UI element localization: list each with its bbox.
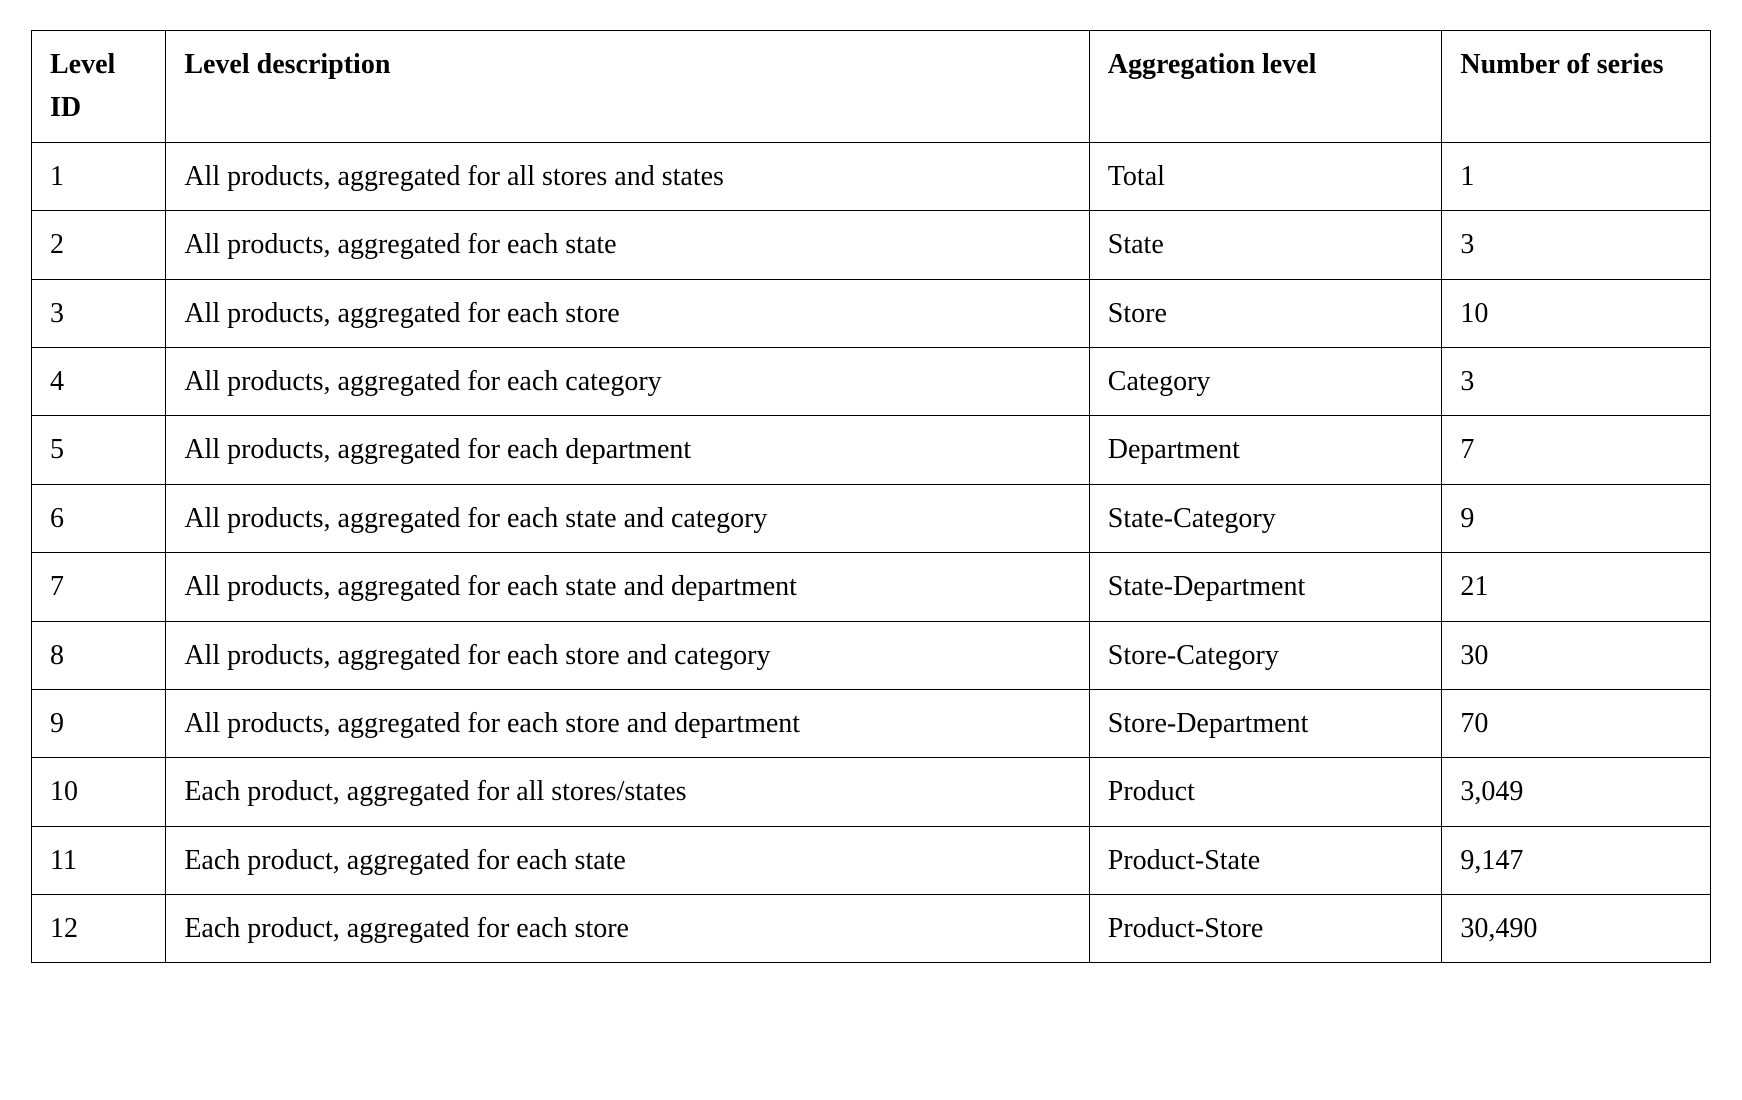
cell-level-id: 12 [32,895,166,963]
cell-num-series: 30,490 [1442,895,1711,963]
cell-level-id: 1 [32,142,166,210]
cell-agg-level: Product [1089,758,1442,826]
col-header-agg-level: Aggregation level [1089,31,1442,143]
cell-agg-level: Product-State [1089,826,1442,894]
cell-level-id: 3 [32,279,166,347]
table-row: 11 Each product, aggregated for each sta… [32,826,1711,894]
cell-level-desc: All products, aggregated for each state [166,211,1089,279]
col-header-level-desc: Level description [166,31,1089,143]
cell-level-id: 10 [32,758,166,826]
cell-level-desc: Each product, aggregated for all stores/… [166,758,1089,826]
cell-num-series: 3 [1442,211,1711,279]
cell-level-id: 5 [32,416,166,484]
cell-agg-level: Category [1089,347,1442,415]
table-row: 6 All products, aggregated for each stat… [32,484,1711,552]
cell-agg-level: Product-Store [1089,895,1442,963]
cell-num-series: 21 [1442,553,1711,621]
cell-level-id: 9 [32,689,166,757]
cell-agg-level: State [1089,211,1442,279]
cell-level-id: 2 [32,211,166,279]
cell-level-id: 8 [32,621,166,689]
table-header-row: Level ID Level description Aggregation l… [32,31,1711,143]
cell-level-desc: All products, aggregated for each store [166,279,1089,347]
col-header-level-id: Level ID [32,31,166,143]
cell-level-desc: Each product, aggregated for each store [166,895,1089,963]
cell-level-desc: Each product, aggregated for each state [166,826,1089,894]
col-header-num-series: Number of series [1442,31,1711,143]
cell-agg-level: Total [1089,142,1442,210]
table-row: 9 All products, aggregated for each stor… [32,689,1711,757]
table-row: 2 All products, aggregated for each stat… [32,211,1711,279]
cell-num-series: 1 [1442,142,1711,210]
table-row: 5 All products, aggregated for each depa… [32,416,1711,484]
cell-level-desc: All products, aggregated for each catego… [166,347,1089,415]
aggregation-levels-table: Level ID Level description Aggregation l… [31,30,1711,963]
cell-level-id: 11 [32,826,166,894]
cell-num-series: 9,147 [1442,826,1711,894]
cell-num-series: 3 [1442,347,1711,415]
table-row: 7 All products, aggregated for each stat… [32,553,1711,621]
table-row: 3 All products, aggregated for each stor… [32,279,1711,347]
table-row: 8 All products, aggregated for each stor… [32,621,1711,689]
cell-agg-level: State-Department [1089,553,1442,621]
cell-num-series: 10 [1442,279,1711,347]
table-row: 10 Each product, aggregated for all stor… [32,758,1711,826]
cell-level-desc: All products, aggregated for each state … [166,553,1089,621]
cell-num-series: 9 [1442,484,1711,552]
cell-level-desc: All products, aggregated for each state … [166,484,1089,552]
cell-num-series: 7 [1442,416,1711,484]
cell-level-id: 7 [32,553,166,621]
cell-level-desc: All products, aggregated for all stores … [166,142,1089,210]
table-row: 12 Each product, aggregated for each sto… [32,895,1711,963]
cell-num-series: 3,049 [1442,758,1711,826]
cell-level-desc: All products, aggregated for each depart… [166,416,1089,484]
cell-agg-level: Store [1089,279,1442,347]
cell-level-id: 4 [32,347,166,415]
cell-agg-level: Department [1089,416,1442,484]
cell-num-series: 70 [1442,689,1711,757]
table-row: 4 All products, aggregated for each cate… [32,347,1711,415]
cell-agg-level: Store-Category [1089,621,1442,689]
cell-agg-level: State-Category [1089,484,1442,552]
cell-num-series: 30 [1442,621,1711,689]
table-row: 1 All products, aggregated for all store… [32,142,1711,210]
cell-level-id: 6 [32,484,166,552]
cell-level-desc: All products, aggregated for each store … [166,689,1089,757]
cell-level-desc: All products, aggregated for each store … [166,621,1089,689]
cell-agg-level: Store-Department [1089,689,1442,757]
